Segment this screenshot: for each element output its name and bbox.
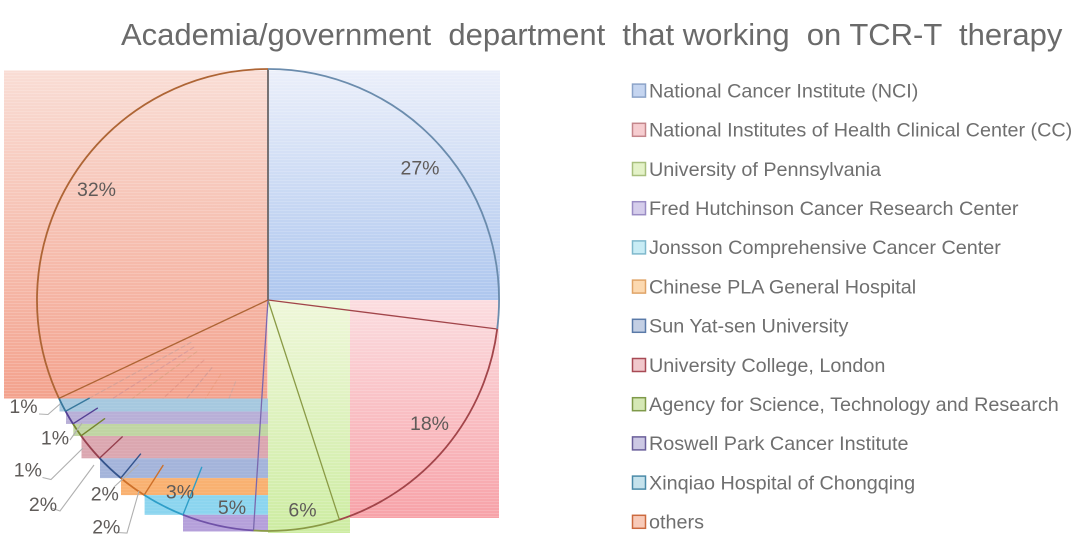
svg-text:Chinese PLA General Hospital: Chinese PLA General Hospital (649, 276, 916, 298)
svg-text:1%: 1% (41, 428, 69, 450)
svg-text:5%: 5% (218, 497, 246, 519)
svg-text:32%: 32% (77, 179, 116, 201)
svg-text:University College, London: University College, London (649, 355, 885, 377)
svg-text:Sun Yat-sen University: Sun Yat-sen University (649, 316, 848, 338)
svg-text:1%: 1% (14, 459, 42, 481)
svg-text:Academia/government departmen: Academia/government department that work… (121, 17, 1063, 52)
svg-text:3%: 3% (166, 482, 194, 504)
svg-text:National Cancer Institute (NCI: National Cancer Institute (NCI) (649, 80, 918, 102)
svg-text:Agency for Science, Technology: Agency for Science, Technology and Resea… (649, 394, 1059, 416)
svg-text:Roswell Park Cancer Institute: Roswell Park Cancer Institute (649, 433, 908, 455)
svg-text:18%: 18% (410, 413, 449, 435)
svg-text:Fred Hutchinson Cancer Researc: Fred Hutchinson Cancer Research Center (649, 198, 1019, 220)
svg-text:6%: 6% (288, 500, 316, 522)
svg-text:University of Pennsylvania: University of Pennsylvania (649, 159, 881, 181)
svg-text:Jonsson Comprehensive Cancer C: Jonsson Comprehensive Cancer Center (649, 237, 1001, 259)
svg-text:2%: 2% (92, 517, 120, 539)
svg-text:27%: 27% (400, 157, 439, 179)
svg-text:2%: 2% (91, 483, 119, 505)
svg-text:National Institutes of Health: National Institutes of Health Clinical C… (649, 120, 1072, 142)
svg-text:others: others (649, 512, 704, 534)
svg-text:Xinqiao Hospital of Chongqing: Xinqiao Hospital of Chongqing (649, 472, 915, 494)
svg-text:1%: 1% (9, 396, 37, 418)
svg-text:2%: 2% (29, 494, 57, 516)
